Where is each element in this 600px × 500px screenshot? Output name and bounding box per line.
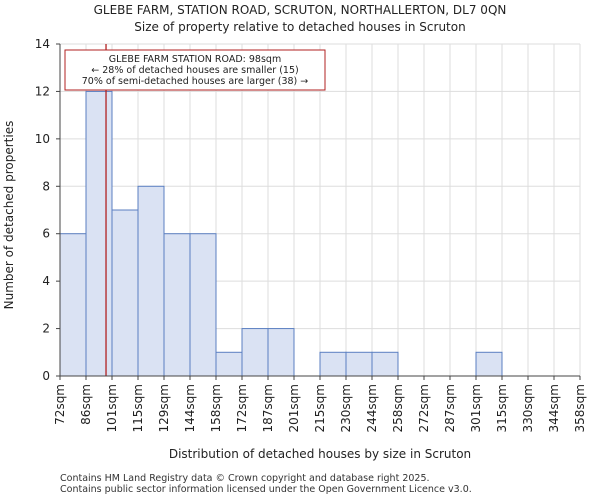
histogram-chart: GLEBE FARM STATION ROAD: 98sqm← 28% of d…	[2, 37, 587, 461]
bar	[59, 233, 87, 377]
y-tick-label: 8	[42, 179, 50, 193]
x-tick-label: 115sqm	[131, 384, 145, 432]
y-tick-label: 6	[42, 227, 50, 241]
y-tick-label: 2	[42, 322, 50, 336]
y-tick-label: 0	[42, 369, 50, 383]
bar	[319, 351, 347, 377]
annotation-text: 70% of semi-detached houses are larger (…	[82, 76, 309, 87]
bar	[163, 233, 191, 377]
x-tick-label: 344sqm	[547, 384, 561, 432]
bar	[241, 328, 269, 377]
x-tick-label: 301sqm	[469, 384, 483, 432]
y-tick-label: 14	[35, 37, 50, 51]
footer-line-2: Contains public sector information licen…	[60, 484, 472, 495]
annotation-text: GLEBE FARM STATION ROAD: 98sqm	[109, 54, 281, 65]
chart-title: GLEBE FARM, STATION ROAD, SCRUTON, NORTH…	[93, 3, 507, 17]
x-tick-label: 272sqm	[417, 384, 431, 432]
bar	[189, 233, 217, 377]
annotation-text: ← 28% of detached houses are smaller (15…	[91, 65, 298, 76]
x-tick-label: 230sqm	[339, 384, 353, 432]
x-tick-label: 144sqm	[183, 384, 197, 432]
x-tick-label: 315sqm	[495, 384, 509, 432]
x-tick-label: 101sqm	[105, 384, 119, 432]
x-tick-label: 258sqm	[391, 384, 405, 432]
bar	[475, 351, 503, 377]
bar	[85, 90, 113, 377]
x-tick-label: 244sqm	[365, 384, 379, 432]
x-tick-label: 215sqm	[313, 384, 327, 432]
bar	[371, 351, 399, 377]
y-axis-label: Number of detached properties	[2, 121, 16, 310]
marker: GLEBE FARM STATION ROAD: 98sqm← 28% of d…	[64, 44, 326, 376]
footer-line-1: Contains HM Land Registry data © Crown c…	[60, 473, 430, 484]
chart-subtitle: Size of property relative to detached ho…	[134, 20, 466, 34]
bar	[267, 328, 295, 377]
x-tick-label: 358sqm	[573, 384, 587, 432]
bars	[59, 90, 503, 377]
x-tick-label: 187sqm	[261, 384, 275, 432]
annotation-box	[64, 49, 326, 91]
bar	[215, 351, 243, 377]
y-tick-label: 10	[35, 132, 50, 146]
x-axis-label: Distribution of detached houses by size …	[169, 447, 471, 461]
x-tick-label: 330sqm	[521, 384, 535, 432]
x-tick-label: 72sqm	[53, 384, 67, 425]
x-tick-label: 158sqm	[209, 384, 223, 432]
x-tick-label: 201sqm	[287, 384, 301, 432]
bar	[345, 351, 373, 377]
x-tick-label: 86sqm	[79, 384, 93, 425]
bar	[137, 185, 165, 377]
x-tick-label: 172sqm	[235, 384, 249, 432]
y-tick-label: 12	[35, 84, 50, 98]
axes: 0 2 4 6 8 10 12 14 72sqm 86sqm 101sqm 115sqm 129sqm 1…	[35, 37, 587, 432]
y-tick-label: 4	[42, 274, 50, 288]
x-tick-label: 287sqm	[443, 384, 457, 432]
x-tick-label: 129sqm	[157, 384, 171, 432]
bar	[111, 209, 139, 377]
